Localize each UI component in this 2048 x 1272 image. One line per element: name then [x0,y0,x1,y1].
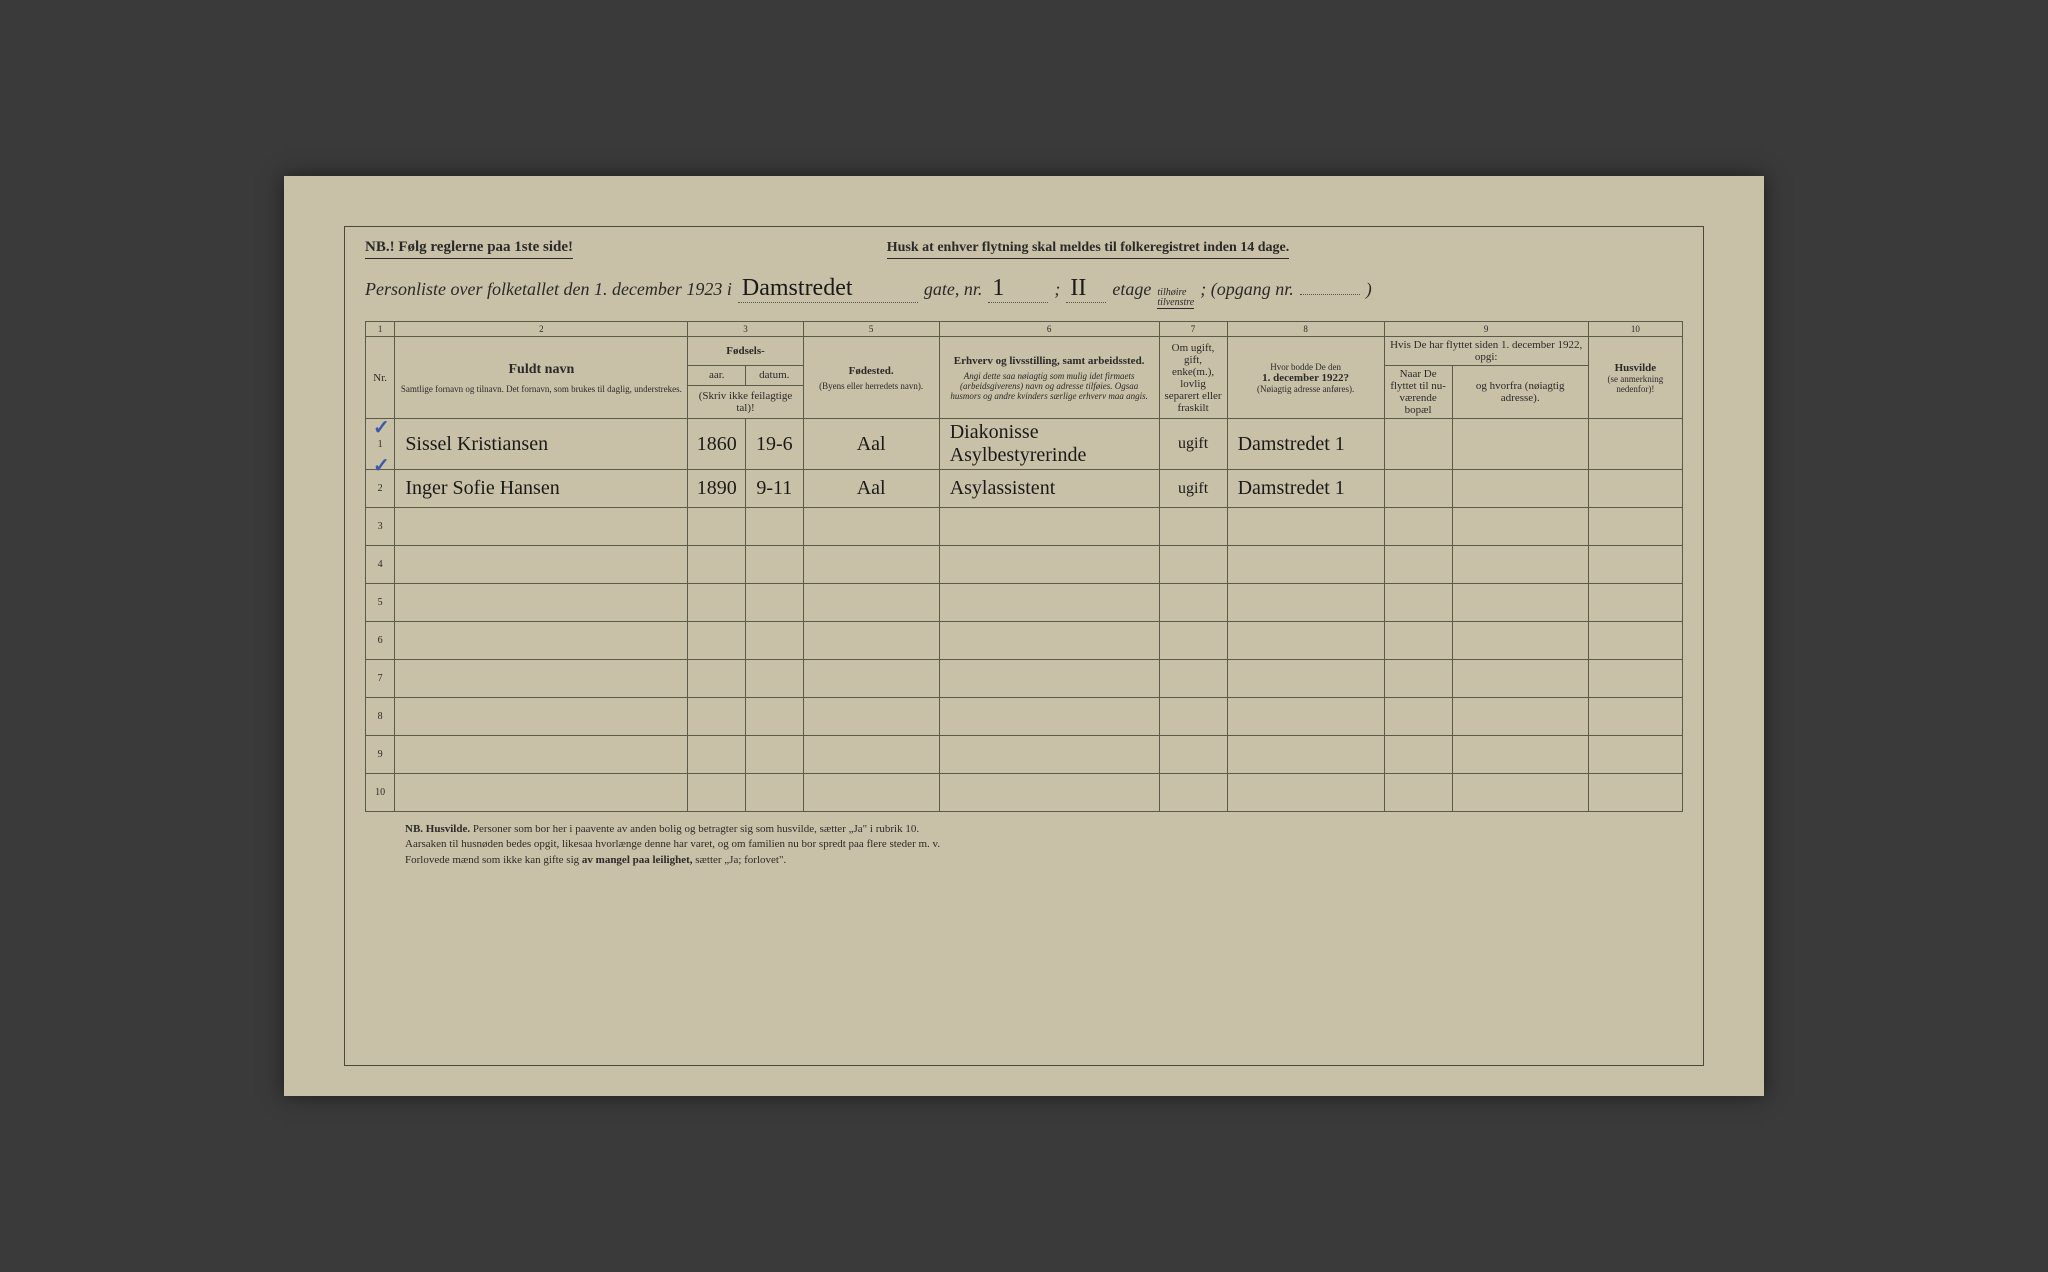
row-nr: 10 [366,774,395,812]
col-num: 7 [1159,322,1227,337]
header-row: NB.! Følg reglerne paa 1ste side! Husk a… [365,239,1683,259]
table-body: 1 Sissel Kristiansen 1860 19-6 Aal Diako… [366,419,1683,812]
footer-line3a: Forlovede mænd som ikke kan gifte sig [405,854,579,866]
row-date: 19-6 [746,419,804,470]
row-move-date [1384,470,1452,508]
side-stack: tilhøire tilvenstre [1157,288,1194,309]
col-num: 6 [939,322,1159,337]
row-nr: 3 [366,508,395,546]
table-row-empty: 5 [366,584,1683,622]
etage-value: II [1066,275,1106,303]
table-row-empty: 3 [366,508,1683,546]
opgang-value [1300,294,1360,295]
etage-prefix: ; [1054,279,1060,300]
row-occupation: Diakonisse Asylbestyrerinde [939,419,1159,470]
nr-header: Nr. [366,337,395,419]
col-num: 8 [1227,322,1384,337]
homeless-header: Husvilde (se anmerkning nedenfor)! [1588,337,1682,419]
page-border: NB.! Følg reglerne paa 1ste side! Husk a… [344,226,1704,1066]
row-year: 1860 [688,419,746,470]
footer-line1: Personer som bor her i paavente av anden… [473,823,919,835]
row-move-from [1452,470,1588,508]
census-table: 1 2 3 4 5 6 7 8 9 10 Nr. Fuldt navn Samt… [365,321,1683,812]
row-name: Inger Sofie Hansen [395,470,688,508]
birth-header: Fødsels- [688,337,803,366]
row-year: 1890 [688,470,746,508]
footer-line3c: sætter „Ja; forlovet". [695,854,786,866]
row-prev-addr: Damstredet 1 [1227,419,1384,470]
etage-label: etage [1112,279,1151,300]
row-homeless [1588,470,1682,508]
footer-line3b: av mangel paa leilighet, [582,854,693,866]
col-num: 5 [803,322,939,337]
birth-date-header: datum. [746,366,804,386]
moved-when-header: Naar De flyttet til nu-værende bopæl [1384,366,1452,419]
row-nr: 5 [366,584,395,622]
checkmark-icon: ✓ [373,453,390,478]
reminder-notice: Husk at enhver flytning skal meldes til … [887,240,1290,259]
checkmark-icon: ✓ [373,415,390,440]
table-row-empty: 7 [366,660,1683,698]
marital-header: Om ugift, gift, enke(m.), lovlig separer… [1159,337,1227,419]
table-row-empty: 8 [366,698,1683,736]
name-header: Fuldt navn Samtlige fornavn og tilnavn. … [395,337,688,419]
table-row-empty: 10 [366,774,1683,812]
footer-line2: Aarsaken til husnøden bedes opgit, likes… [405,838,940,850]
row-name: Sissel Kristiansen [395,419,688,470]
nb-notice: NB.! Følg reglerne paa 1ste side! [365,239,573,259]
table-row-empty: 6 [366,622,1683,660]
col-num: 1 [366,322,395,337]
row-nr: 4 [366,546,395,584]
opgang-suffix: ) [1366,279,1372,300]
opgang-prefix: ; (opgang nr. [1200,279,1294,300]
row-nr: 6 [366,622,395,660]
row-move-date [1384,419,1452,470]
prev-addr-header: Hvor bodde De den 1. december 1922? (Nøi… [1227,337,1384,419]
row-nr: 9 [366,736,395,774]
street-nr: 1 [988,275,1048,303]
table-row: 1 Sissel Kristiansen 1860 19-6 Aal Diako… [366,419,1683,470]
birth-note: (Skriv ikke feilagtige tal)! [688,385,803,418]
row-marital: ugift [1159,470,1227,508]
table-row-empty: 4 [366,546,1683,584]
street-name: Damstredet [738,275,918,303]
col-num: 3 [688,322,803,337]
row-homeless [1588,419,1682,470]
census-page: NB.! Følg reglerne paa 1ste side! Husk a… [284,176,1764,1096]
footer-nb: NB. Husvilde. [405,823,470,835]
row-birthplace: Aal [803,470,939,508]
moved-from-header: og hvorfra (nøiagtig adresse). [1452,366,1588,419]
table-row: 2 Inger Sofie Hansen 1890 9-11 Aal Asyla… [366,470,1683,508]
col-num: 2 [395,322,688,337]
row-prev-addr: Damstredet 1 [1227,470,1384,508]
row-marital: ugift [1159,419,1227,470]
gate-label: gate, nr. [924,279,983,300]
moved-header: Hvis De har flyttet siden 1. december 19… [1384,337,1588,366]
col-num: 9 [1384,322,1588,337]
title-prefix: Personliste over folketallet den 1. dece… [365,279,732,300]
footer-note: NB. Husvilde. Personer som bor her i paa… [365,822,1683,868]
table-row-empty: 9 [366,736,1683,774]
birthplace-header: Fødested. (Byens eller herredets navn). [803,337,939,419]
row-move-from [1452,419,1588,470]
title-row: Personliste over folketallet den 1. dece… [365,275,1683,309]
occupation-header: Erhverv og livsstilling, samt arbeidsste… [939,337,1159,419]
col-num: 10 [1588,322,1682,337]
row-occupation: Asylassistent [939,470,1159,508]
row-date: 9-11 [746,470,804,508]
birth-year-header: aar. [688,366,746,386]
row-nr: 8 [366,698,395,736]
row-nr: 7 [366,660,395,698]
table-header: 1 2 3 4 5 6 7 8 9 10 Nr. Fuldt navn Samt… [366,322,1683,419]
row-birthplace: Aal [803,419,939,470]
